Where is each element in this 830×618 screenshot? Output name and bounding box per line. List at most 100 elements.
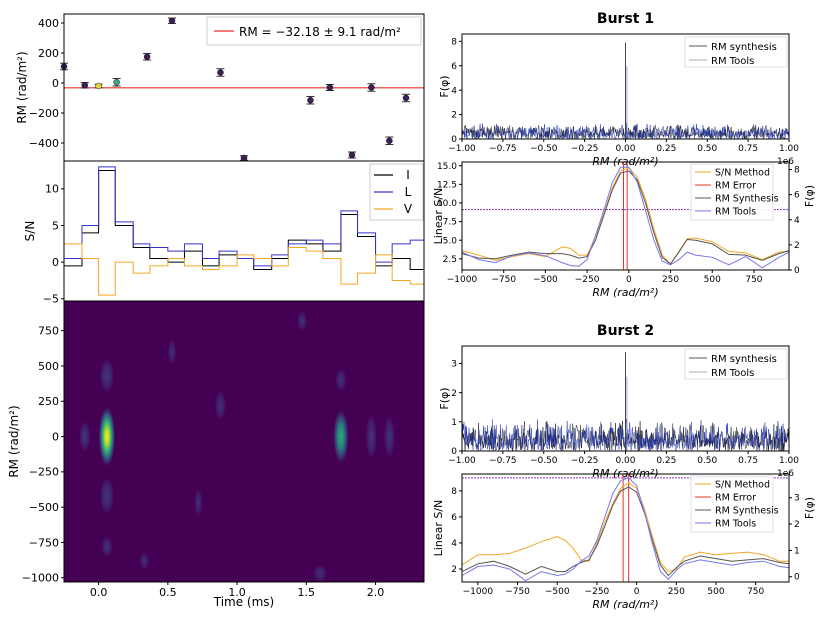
sn-y-tick-label: 5 [52,219,59,232]
sn-ylabel: S/N [23,221,37,242]
burst2-tools-y-tick-label: 8 [451,487,457,497]
wf-y-tick-label: −1000 [22,572,59,585]
wf-intensity-blob [100,358,114,393]
burst1-tools-x-tick-label: −1000 [447,275,478,285]
burst1-tools-yr-tick-label: 2 [794,241,800,251]
burst2-tools-y-tick-label: 2 [451,565,457,575]
burst2-fdf-x-tick-label: 0.25 [656,456,676,466]
wf-x-tick-label: 1.5 [298,586,316,599]
burst2-tools-x-tick-label: −1000 [463,587,494,597]
burst1-fdf-x-tick-label: 0.00 [615,144,635,154]
wf-y-tick-label: −500 [29,501,59,514]
burst1-tools-x-tick-label: 750 [745,275,762,285]
burst1-fdf-legend-label: RM synthesis [711,42,777,53]
burst1-tools-y-tick-label: 12.5 [437,180,457,190]
burst1-fdf-legend-box [684,36,788,68]
rm-data-point [81,82,89,89]
burst2-tools-x-tick-label: −750 [505,587,530,597]
burst1-fdf-y-tick-label: 6 [451,62,457,72]
burst2-tools-legend-label: RM Tools [715,519,756,530]
wf-x-tick-label: 1.0 [228,586,246,599]
burst1-tools-axes-frame [461,161,790,271]
rm-y-tick-label: 400 [38,17,59,30]
wf-y-tick-label: 750 [38,325,59,338]
burst1-tools-y-tick-label: 2.5 [443,255,457,265]
burst2-tools-legend-label: RM Synthesis [715,506,779,517]
burst1-fdf-y-tick-label: 8 [451,37,457,47]
burst2-tools-ylabel-right: F(φ) [803,497,816,519]
wf-intensity-blob [297,310,307,331]
wf-intensity-blob [335,368,347,392]
burst1-tools-x-tick-label: −500 [533,275,558,285]
wf-intensity-blob [194,488,203,518]
burst2-fdf-x-tick-label: −0.75 [489,456,517,466]
burst2-fdf-ylabel: F(φ) [438,387,451,409]
wf-blobs [79,310,395,582]
burst1-tools-ylabel-right: F(φ) [803,185,816,207]
wf-intensity-blob [365,413,377,460]
burst1-tools-yr-tick-label: 0 [794,266,800,276]
burst1-tools-series-rmsynthesis [461,170,790,265]
wf-intensity-blob [333,409,349,464]
rm-data-point [326,84,334,91]
burst2-tools-x-tick-label: 500 [707,587,724,597]
burst1-fdf-x-tick-label: −1.00 [448,144,476,154]
rm-legend-box [206,16,422,46]
burst2-tools-y-tick-label: 6 [451,513,457,523]
burst1-tools-legend-label: RM Error [715,181,756,192]
burst2-tools-series-rmsynthesis [461,486,790,577]
burst2-fdf-y-tick-label: 1 [451,418,457,428]
wf-background [64,301,424,582]
burst2-tools-yr-tick-label: 1 [794,546,800,556]
burst2-fdf-legend-label: RM Tools [711,368,754,379]
burst2-tools-yr-tick-label: 0 [794,573,800,583]
rm-data-point [113,79,120,86]
burst1-tools-legend-label: S/N Method [715,168,770,179]
wf-x-tick-label: 0.0 [90,586,108,599]
burst2-tools-legend-label: S/N Method [715,480,770,491]
wf-xlabel: Time (ms) [213,595,275,609]
burst2-tools-series-snmethod [461,482,789,573]
burst2-fdf-y-tick-label: 3 [451,360,457,370]
burst1-fdf-y-tick-label: 2 [451,111,457,121]
burst2-tools-ylabel: Linear S/N [432,500,445,557]
burst2-fdf-y-tick-label: 2 [451,389,457,399]
wf-x-tick-label: 2.0 [367,586,385,599]
burst1-tools-xlabel: RM (rad/m²) [592,286,658,299]
burst1-tools-yr-tick-label: 8 [794,166,800,176]
sn-legend-label: L [405,185,412,199]
rm-ylabel: RM (rad/m²) [15,51,29,123]
rm-data-point [368,84,375,91]
rm-data-point [217,69,224,76]
wf-intensity-blob [101,536,113,557]
rm-legend-label: RM = −32.18 ± 9.1 rad/m² [239,25,401,39]
wf-intensity-blob [98,406,116,467]
burst1-fdf-x-tick-label: −0.50 [530,144,558,154]
burst1-tools-legend-label: RM Synthesis [715,194,779,205]
burst1-tools-ylabel: Linear S/N [432,188,445,245]
rm-data-point [240,154,248,162]
burst2-tools-yr-tick-label: 3 [794,494,800,504]
burst2-tools-x-tick-label: −500 [545,587,570,597]
wf-y-tick-label: −250 [29,466,59,479]
burst1-fdf-y-tick-label: 4 [451,86,457,96]
rm-y-tick-label: 0 [52,77,59,90]
burst1-tools-y-tick-label: 5.0 [443,236,458,246]
burst1-fdf-x-tick-label: 1.00 [779,144,799,154]
burst1-fdf-x-tick-label: 0.50 [697,144,717,154]
burst1-tools-x-tick-label: 0 [626,275,632,285]
burst1-tools-x-tick-label: 500 [704,275,721,285]
wf-y-tick-label: −750 [29,536,59,549]
burst1-tools-legend-label: RM Tools [715,207,756,218]
burst2-fdf-x-tick-label: 0.50 [697,456,717,466]
sn-y-tick-label: 0 [52,256,59,269]
burst2-tools-x-tick-label: 0 [634,587,640,597]
wf-intensity-blob [79,421,91,453]
burst1-fdf-y-tick-label: 0 [451,135,457,145]
burst1-fdf-title: Burst 1 [597,11,654,27]
burst1-tools-yr-tick-label: 4 [794,216,800,226]
burst2-fdf-x-tick-label: −0.25 [571,456,599,466]
burst2-tools-y-tick-label: 4 [451,539,457,549]
burst1-tools-y-tick-label: 7.5 [443,218,457,228]
